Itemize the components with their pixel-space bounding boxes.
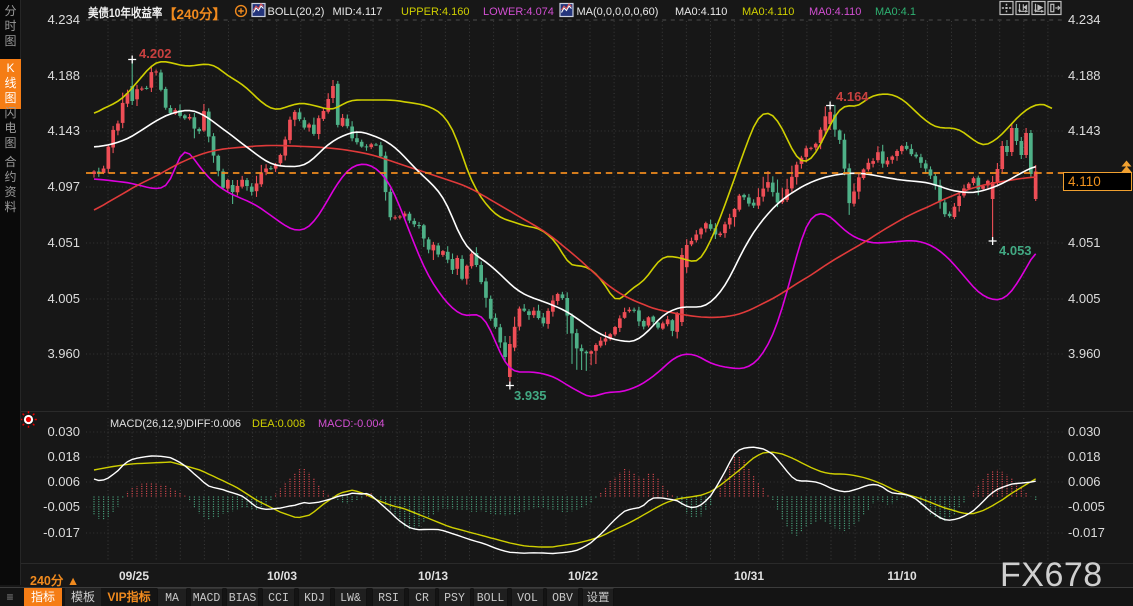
svg-text:4.164: 4.164 bbox=[836, 89, 869, 104]
svg-text:3.935: 3.935 bbox=[514, 388, 547, 403]
svg-text:4.053: 4.053 bbox=[999, 243, 1032, 258]
svg-text:4.202: 4.202 bbox=[139, 46, 172, 61]
